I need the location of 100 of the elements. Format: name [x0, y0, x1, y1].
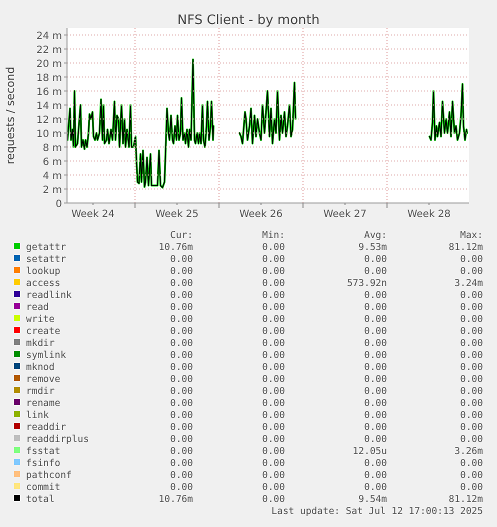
text: 0.00 [460, 266, 484, 277]
text: 0.00 [364, 410, 388, 421]
text: 0.00 [262, 278, 286, 289]
legend-label: rmdir [26, 386, 55, 397]
text: 0.00 [364, 350, 388, 361]
y-tick-label: 4 m [42, 171, 62, 182]
text: 0.00 [460, 254, 484, 265]
text: 81.12m [448, 242, 484, 253]
legend-label: getattr [26, 242, 66, 253]
text: 10.76m [158, 494, 194, 505]
text: 0.00 [170, 350, 194, 361]
text: 0.00 [364, 326, 388, 337]
text: 0.00 [170, 338, 194, 349]
text: 0.00 [262, 386, 286, 397]
text: 0.00 [364, 338, 388, 349]
text: 0.00 [170, 290, 194, 301]
text: 0.00 [364, 314, 388, 325]
legend-label: access [26, 278, 60, 289]
text: 0.00 [364, 470, 388, 481]
legend-label: write [26, 314, 55, 325]
text: 0.00 [170, 386, 194, 397]
text: 0.00 [460, 290, 484, 301]
text: 0.00 [262, 254, 286, 265]
text: 0.00 [460, 410, 484, 421]
text: 0.00 [460, 458, 484, 469]
text: 0.00 [170, 278, 194, 289]
y-tick-label: 2 m [42, 185, 62, 196]
y-tick-label: 0 [56, 199, 62, 210]
text: 0.00 [170, 422, 194, 433]
text: Max: [460, 230, 483, 241]
text: 0.00 [262, 434, 286, 445]
text: 0.00 [170, 326, 194, 337]
text: 0.00 [262, 398, 286, 409]
legend-label: commit [26, 482, 60, 493]
text: 0.00 [460, 482, 484, 493]
legend-label: readdir [26, 422, 66, 433]
text: 0.00 [262, 482, 286, 493]
text: 9.54m [358, 494, 388, 505]
text: 0.00 [262, 410, 286, 421]
text: 0.00 [460, 434, 484, 445]
text: 0.00 [262, 494, 286, 505]
text: 0.00 [460, 338, 484, 349]
text: 0.00 [262, 458, 286, 469]
y-tick-label: 16 m [36, 87, 62, 98]
legend-label: rename [26, 398, 61, 409]
x-tick-label: Week 25 [155, 209, 199, 220]
x-tick-label: Week 26 [239, 209, 283, 220]
text: 0.00 [364, 422, 388, 433]
text: 0.00 [262, 362, 286, 373]
text: 0.00 [262, 290, 286, 301]
text: 0.00 [364, 266, 388, 277]
text: 0.00 [460, 386, 484, 397]
text: 0.00 [170, 302, 194, 313]
legend-label: fsinfo [26, 458, 61, 469]
text: 0.00 [170, 362, 194, 373]
legend-label: link [26, 410, 50, 421]
text: 0.00 [170, 458, 194, 469]
text: 0.00 [262, 242, 286, 253]
text: 0.00 [460, 422, 484, 433]
legend-label: remove [26, 374, 61, 385]
text: Min: [262, 230, 285, 241]
text: 0.00 [262, 338, 286, 349]
legend-label: mknod [26, 362, 55, 373]
text: 0.00 [460, 350, 484, 361]
y-tick-label: 8 m [42, 143, 62, 154]
text: 0.00 [170, 470, 194, 481]
text: 0.00 [262, 302, 286, 313]
text: 0.00 [364, 362, 388, 373]
legend-label: lookup [26, 266, 61, 277]
legend-label: readdirplus [26, 434, 89, 445]
text: 0.00 [460, 314, 484, 325]
y-tick-label: 6 m [42, 157, 62, 168]
y-tick-label: 14 m [36, 101, 62, 112]
text: 0.00 [460, 470, 484, 481]
y-tick-label: 10 m [36, 129, 62, 140]
x-tick-label: Week 24 [71, 209, 115, 220]
y-tick-label: 18 m [36, 73, 62, 84]
text: 0.00 [262, 350, 286, 361]
text: 0.00 [170, 266, 194, 277]
text: 0.00 [262, 446, 286, 457]
legend-label: fsstat [26, 446, 60, 457]
text: 0.00 [364, 398, 388, 409]
y-tick-label: 22 m [36, 45, 62, 56]
text: 3.24m [454, 278, 484, 289]
text: 0.00 [262, 422, 286, 433]
text: 0.00 [262, 470, 286, 481]
text: 0.00 [460, 374, 484, 385]
text: 0.00 [364, 290, 388, 301]
text: 0.00 [170, 314, 194, 325]
text: 0.00 [262, 374, 286, 385]
text: 0.00 [262, 326, 286, 337]
text: 0.00 [170, 398, 194, 409]
text: 0.00 [170, 434, 194, 445]
text: 0.00 [170, 254, 194, 265]
y-axis-title: requests / second [4, 66, 17, 164]
text: 0.00 [262, 314, 286, 325]
y-tick-label: 12 m [36, 115, 62, 126]
text: 0.00 [364, 434, 388, 445]
text: 0.00 [170, 446, 194, 457]
y-tick-label: 20 m [36, 59, 62, 70]
